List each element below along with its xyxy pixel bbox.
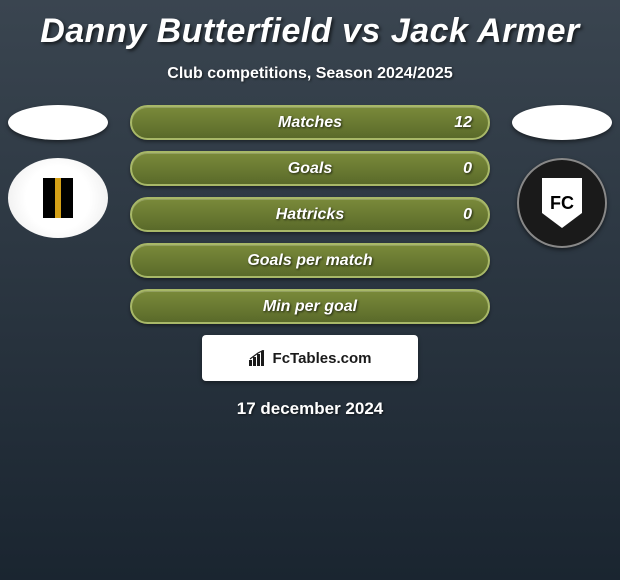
stat-label: Matches: [132, 114, 488, 132]
left-player-column: [8, 105, 108, 205]
stat-value: 12: [454, 114, 472, 132]
right-player-column: FC: [512, 105, 612, 205]
stat-label: Hattricks: [132, 206, 488, 224]
left-player-placeholder: [8, 105, 108, 140]
stat-row-goals-per-match: Goals per match: [130, 243, 490, 278]
stat-value: 0: [463, 206, 472, 224]
stat-row-min-per-goal: Min per goal: [130, 289, 490, 324]
badge-shield-icon: FC: [542, 178, 582, 228]
stat-row-hattricks: Hattricks 0: [130, 197, 490, 232]
right-club-badge: FC: [517, 158, 607, 248]
left-club-badge: [8, 158, 108, 238]
badge-shield-icon: [43, 178, 73, 218]
stat-label: Min per goal: [132, 298, 488, 316]
subtitle: Club competitions, Season 2024/2025: [0, 65, 620, 83]
bar-chart-icon: [249, 350, 269, 366]
page-title: Danny Butterfield vs Jack Armer: [0, 0, 620, 51]
stat-value: 0: [463, 160, 472, 178]
stats-area: Matches 12 Goals 0 Hattricks 0 Goals per…: [130, 105, 490, 324]
watermark-text: FcTables.com: [273, 350, 372, 367]
stat-label: Goals: [132, 160, 488, 178]
stat-row-matches: Matches 12: [130, 105, 490, 140]
right-player-placeholder: [512, 105, 612, 140]
date-text: 17 december 2024: [0, 399, 620, 419]
comparison-container: FC Matches 12 Goals 0 Hattricks 0 Goals …: [0, 105, 620, 419]
stat-label: Goals per match: [132, 252, 488, 270]
badge-letters: FC: [550, 193, 574, 214]
stat-row-goals: Goals 0: [130, 151, 490, 186]
watermark: FcTables.com: [202, 335, 418, 381]
